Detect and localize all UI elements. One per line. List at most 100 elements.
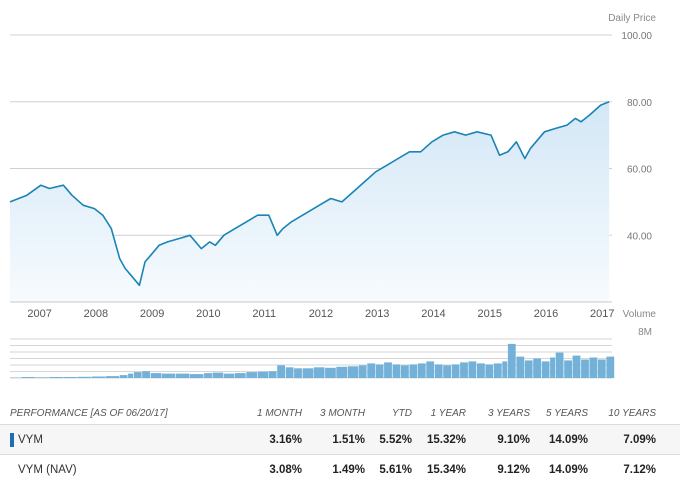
volume-bar	[451, 364, 460, 378]
return-value: 15.32%	[426, 434, 466, 446]
price-area	[10, 101, 610, 302]
volume-bar	[302, 368, 314, 379]
x-tick-label: 2017	[590, 308, 614, 320]
volume-axis-tick: 8M	[638, 327, 652, 338]
x-tick-label: 2010	[196, 308, 220, 320]
volume-bar	[35, 377, 49, 378]
x-tick-label: 2012	[309, 308, 333, 320]
series-marker	[10, 433, 14, 447]
fund-name: VYM (NAV)	[18, 464, 77, 476]
volume-bar	[190, 374, 204, 378]
volume-bar	[150, 373, 162, 378]
volume-bar	[555, 352, 564, 378]
return-value: 14.09%	[548, 434, 588, 446]
return-value: 7.12%	[623, 464, 656, 476]
performance-header-row: PERFORMANCE [AS OF 06/20/17] 1 MONTH 3 M…	[0, 400, 680, 426]
volume-bar	[507, 343, 516, 378]
column-header: 5 YEARS	[545, 407, 588, 419]
x-tick-label: 2007	[27, 308, 51, 320]
volume-bar	[133, 372, 142, 378]
column-header: 3 MONTH	[320, 407, 365, 419]
volume-bar	[524, 360, 533, 378]
price-tick-label: 60.00	[627, 165, 652, 176]
volume-bar	[485, 364, 494, 378]
volume-bar	[409, 364, 418, 378]
volume-bar	[392, 364, 401, 378]
x-tick-label: 2008	[84, 308, 108, 320]
volume-bar	[77, 376, 91, 378]
volume-bar	[468, 361, 477, 378]
price-volume-chart: Daily Price 100.00 80.00 60.00 40.00 2007 20…	[9, 13, 657, 379]
volume-bar	[277, 365, 285, 378]
x-tick-label: 2015	[477, 308, 501, 320]
price-tick-label: 100.00	[621, 31, 652, 42]
price-axis-label: Daily Price	[608, 13, 656, 24]
return-value: 15.34%	[426, 464, 466, 476]
volume-bar	[336, 366, 347, 378]
volume-bar	[541, 361, 550, 378]
volume-bar	[63, 377, 77, 378]
volume-bar	[10, 377, 21, 378]
fund-name: VYM	[18, 434, 43, 446]
volume-bar	[384, 362, 392, 378]
price-line	[9, 101, 610, 287]
volume-bar	[581, 359, 589, 378]
x-tick-label: 2016	[534, 308, 558, 320]
volume-bar	[460, 362, 468, 378]
volume-bar	[426, 361, 435, 378]
volume-bar	[401, 365, 409, 378]
volume-bar	[21, 377, 35, 378]
column-header: 10 YEARS	[608, 407, 656, 419]
volume-bar	[142, 371, 150, 378]
volume-bar	[223, 373, 235, 378]
volume-bar	[477, 363, 485, 378]
volume-bar	[375, 364, 384, 378]
volume-bar	[589, 357, 598, 378]
volume-bar	[564, 360, 572, 378]
volume-bar	[204, 373, 212, 378]
volume-axis-label: Volume	[623, 309, 657, 320]
volume-bar	[268, 371, 277, 378]
volume-bar	[597, 359, 606, 378]
x-tick-label: 2011	[252, 308, 276, 320]
return-value: 5.52%	[379, 434, 412, 446]
volume-bar	[128, 373, 134, 378]
return-value: 3.08%	[269, 464, 302, 476]
volume-bar	[105, 376, 120, 379]
performance-table: PERFORMANCE [AS OF 06/20/17] 1 MONTH 3 M…	[0, 398, 680, 486]
return-value: 9.10%	[497, 434, 530, 446]
volume-bar	[257, 371, 269, 378]
volume-bar	[572, 355, 581, 378]
table-row: VYM (NAV) 3.08% 1.49% 5.61% 15.34% 9.12%…	[0, 454, 680, 485]
volume-bar	[325, 367, 336, 378]
price-tick-label: 40.00	[627, 231, 652, 242]
volume-bar	[367, 363, 376, 378]
volume-bar	[91, 376, 106, 378]
volume-bar	[176, 373, 190, 378]
performance-header-label: PERFORMANCE [AS OF 06/20/17]	[10, 407, 168, 419]
return-value: 1.51%	[332, 434, 365, 446]
x-tick-label: 2009	[140, 308, 164, 320]
volume-bar	[49, 377, 63, 378]
return-value: 14.09%	[548, 464, 588, 476]
volume-bar	[502, 361, 508, 378]
price-tick-label: 80.00	[627, 98, 652, 109]
volume-bar	[212, 372, 224, 378]
return-value: 5.61%	[379, 464, 412, 476]
volume-bar	[246, 372, 257, 378]
volume-bar	[606, 356, 615, 379]
volume-bar	[417, 363, 426, 378]
volume-bar	[434, 364, 443, 378]
volume-bar	[294, 368, 302, 379]
volume-bar	[161, 373, 176, 378]
column-header: 1 YEAR	[430, 407, 466, 419]
volume-bar	[493, 363, 502, 378]
table-row: VYM 3.16% 1.51% 5.52% 15.32% 9.10% 14.09…	[0, 424, 680, 455]
volume-bar	[358, 365, 367, 378]
column-header: 3 YEARS	[487, 407, 530, 419]
volume-bar	[347, 366, 359, 378]
column-header: YTD	[392, 407, 412, 419]
return-value: 3.16%	[269, 434, 302, 446]
return-value: 9.12%	[497, 464, 530, 476]
volume-bar	[443, 365, 451, 378]
